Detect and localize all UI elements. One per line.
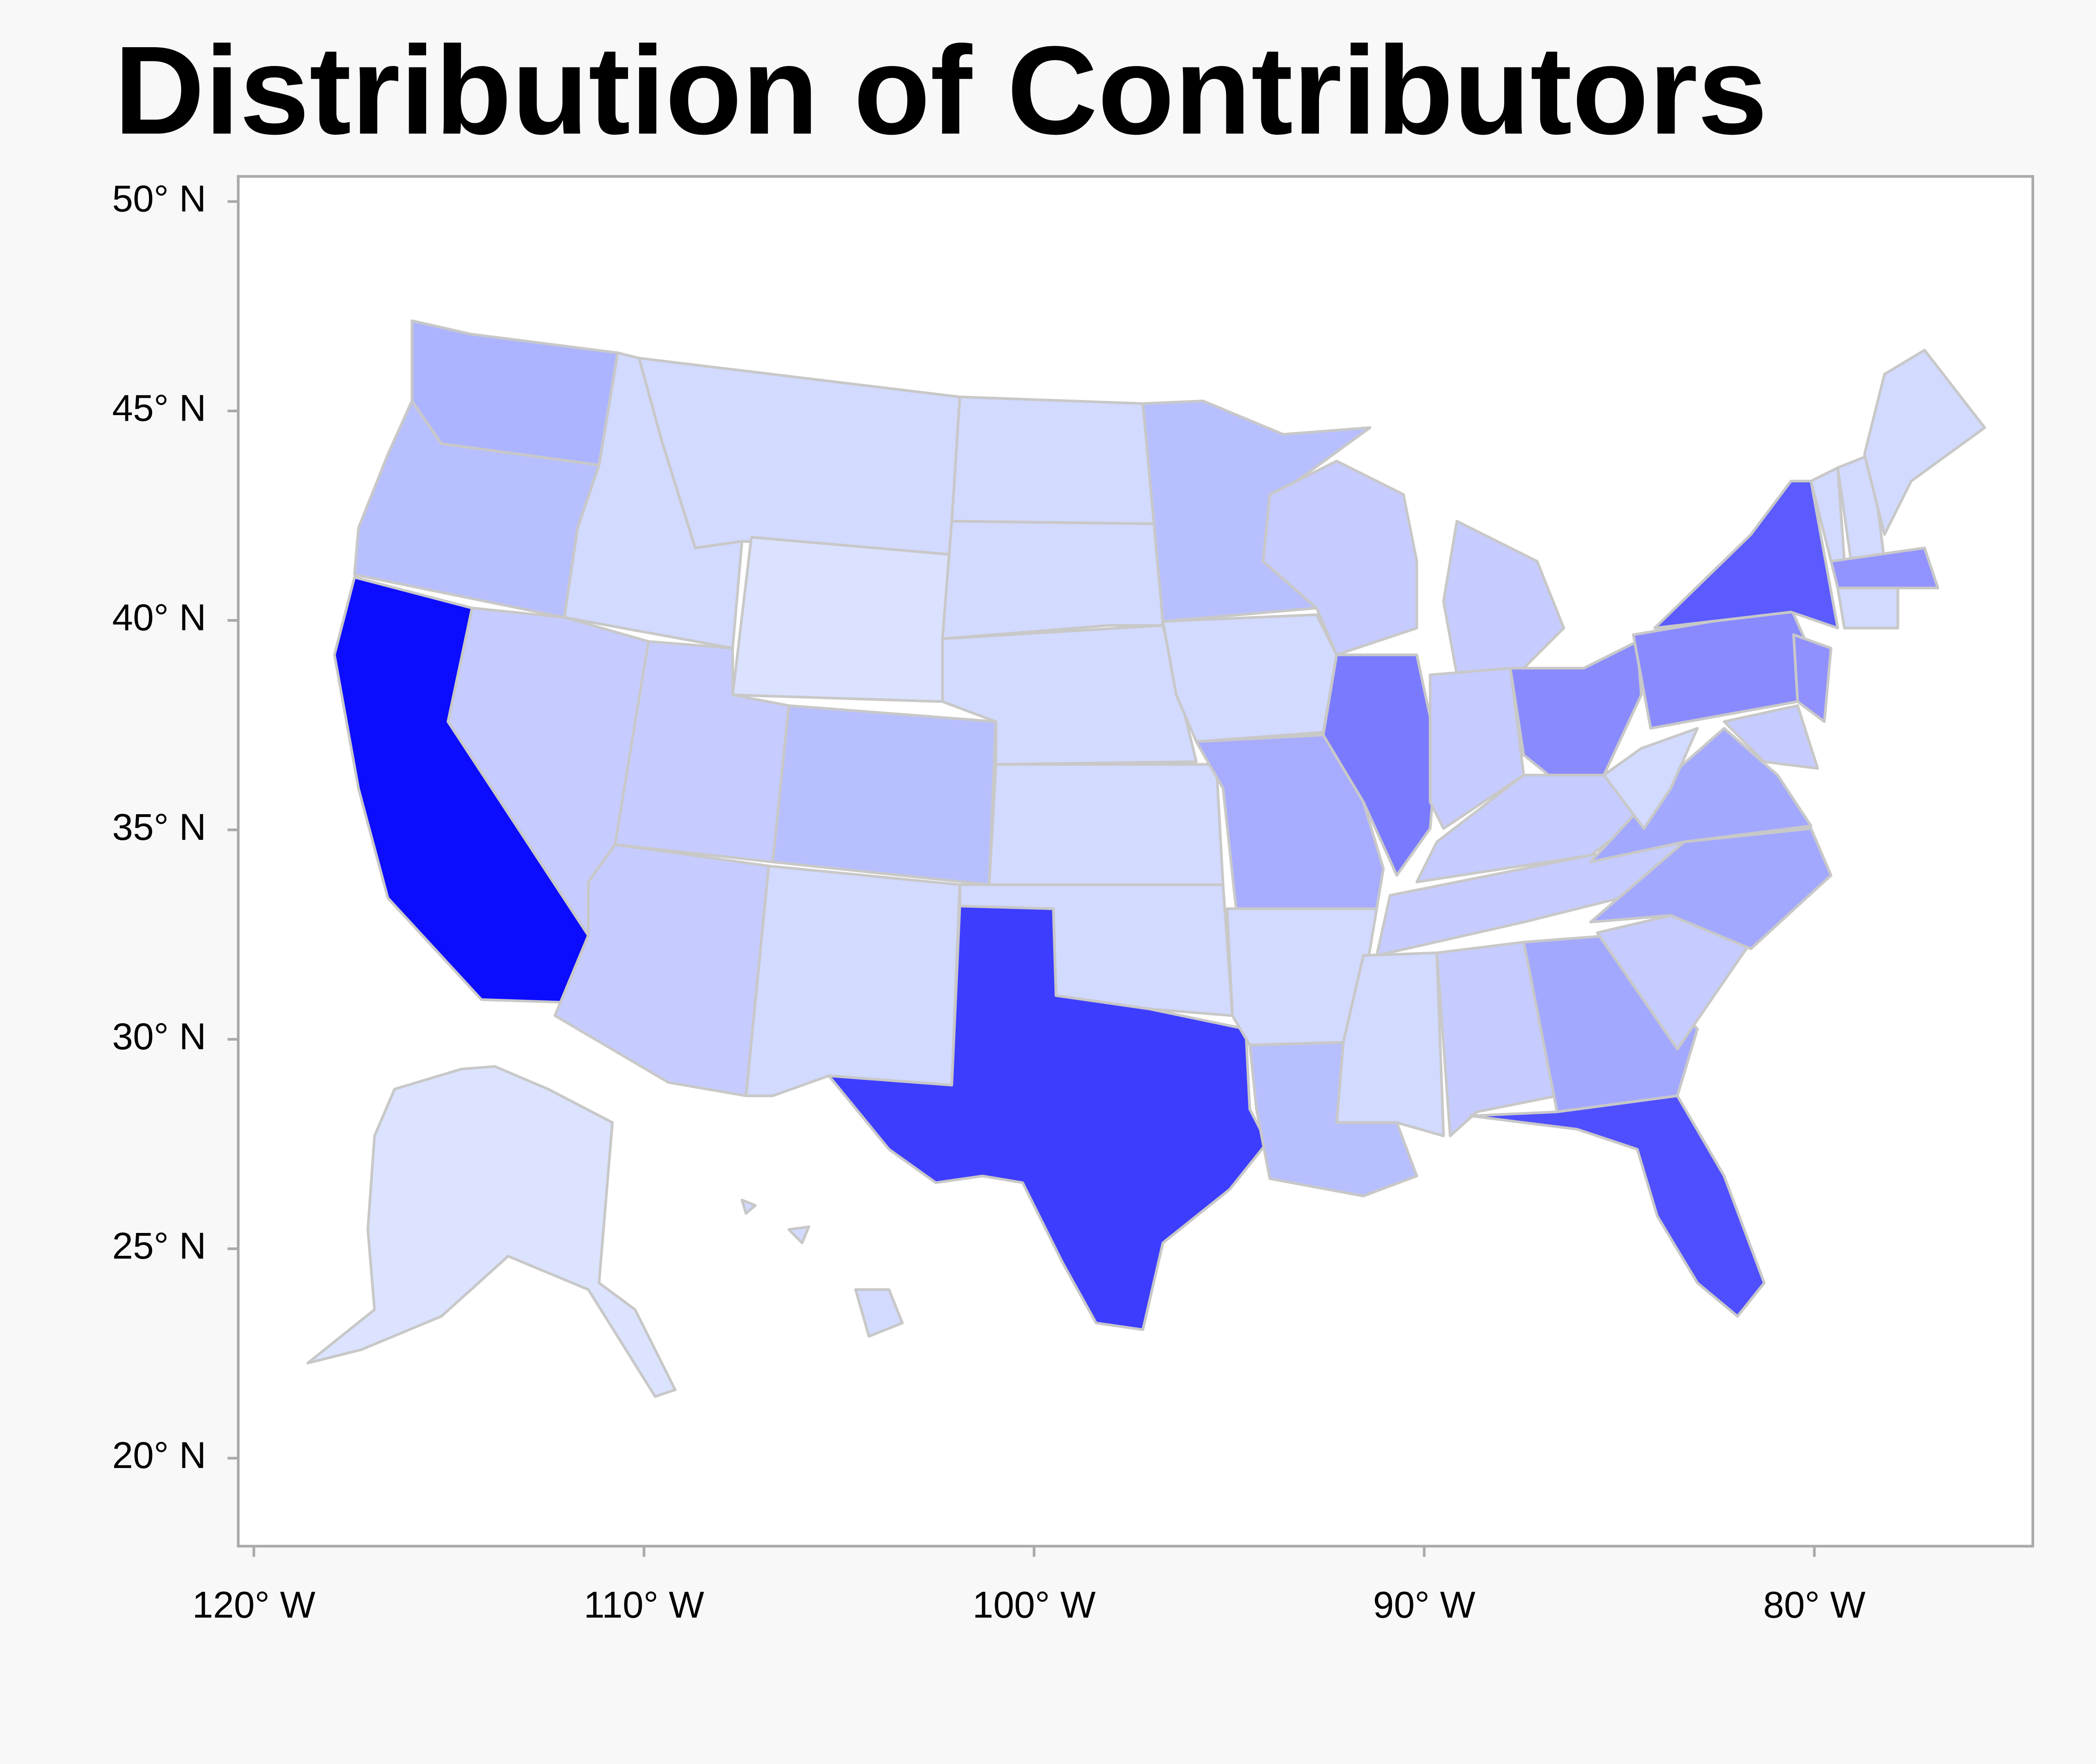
- region: [941, 520, 1165, 641]
- region: [306, 1065, 677, 1398]
- y-tick-label: 50° N: [112, 178, 206, 219]
- region: [827, 904, 1269, 1331]
- y-tick-label: 40° N: [112, 597, 206, 639]
- region: [950, 395, 1158, 526]
- map-regions: [306, 319, 1986, 1398]
- y-tick-label: 35° N: [112, 806, 206, 848]
- region: [1836, 586, 1899, 630]
- region: [771, 704, 997, 886]
- x-tick-label: 100° W: [973, 1584, 1096, 1626]
- region: [854, 1288, 904, 1338]
- region: [1863, 349, 1986, 536]
- region: [1262, 460, 1418, 657]
- x-tick-label: 90° W: [1373, 1584, 1475, 1626]
- region: [740, 1199, 757, 1215]
- region: [1435, 941, 1559, 1138]
- y-tick-label: 45° N: [112, 388, 206, 429]
- region: [1509, 640, 1643, 783]
- region: [744, 865, 961, 1097]
- region: [1792, 633, 1833, 723]
- region: [1723, 704, 1819, 770]
- region: [988, 763, 1225, 886]
- x-tick-label: 120° W: [192, 1584, 316, 1626]
- region: [731, 536, 953, 703]
- region: [1829, 546, 1939, 590]
- region: [787, 1225, 810, 1244]
- region: [1522, 934, 1699, 1113]
- region: [1161, 613, 1338, 743]
- region: [1469, 1094, 1766, 1318]
- chart-title: Distribution of Contributors: [114, 21, 1768, 161]
- x-tick-label: 110° W: [584, 1584, 704, 1626]
- y-tick-label: 20° N: [112, 1435, 206, 1476]
- region: [1322, 653, 1439, 877]
- region: [1428, 667, 1525, 830]
- x-tick-label: 80° W: [1763, 1584, 1866, 1626]
- y-tick-label: 25° N: [112, 1225, 206, 1267]
- y-tick-label: 30° N: [112, 1016, 206, 1057]
- region: [1602, 727, 1699, 830]
